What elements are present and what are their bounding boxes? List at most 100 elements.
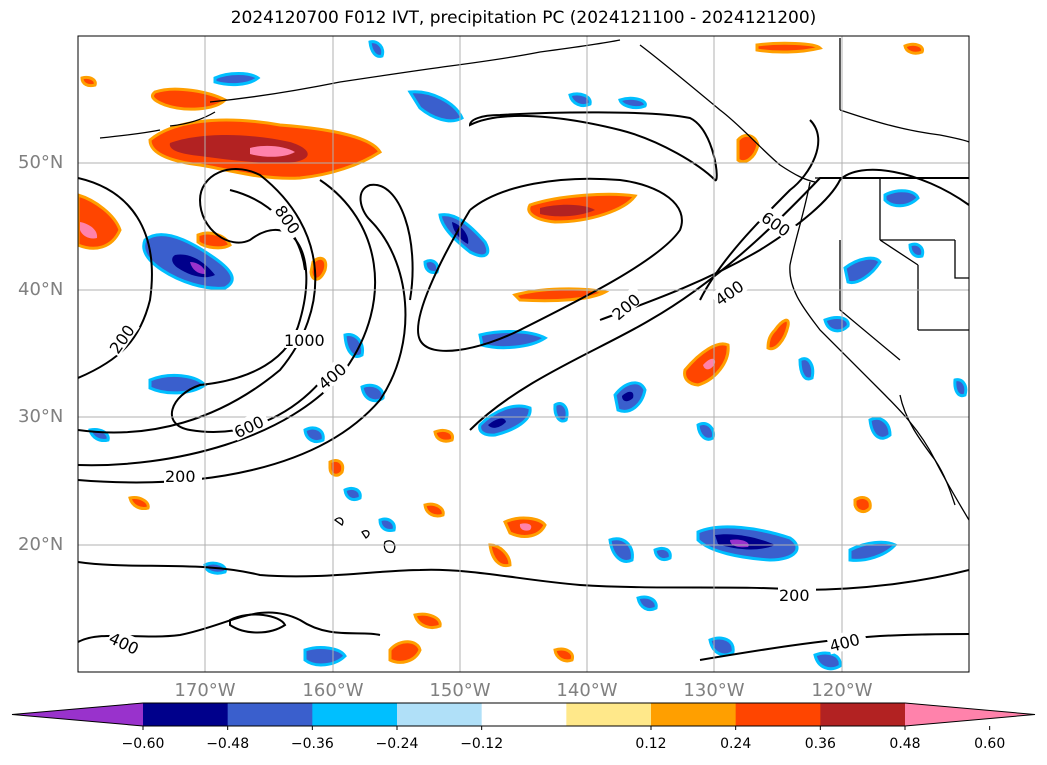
- hawaii-islands: [333, 517, 396, 554]
- precip-blob: [696, 422, 716, 441]
- precip-blob: [798, 357, 815, 381]
- precip-blob: [636, 595, 658, 612]
- alaska-coast: [209, 39, 621, 103]
- precip-blob: [553, 402, 569, 423]
- precip-blob: [755, 41, 823, 54]
- precip-blob: [360, 383, 385, 403]
- ivt-contour: [78, 168, 331, 434]
- precip-blob: [423, 502, 445, 518]
- precip-blob: [766, 318, 790, 351]
- precip-blob: [196, 231, 232, 250]
- precip-blob: [843, 256, 882, 285]
- canada-interior: [839, 38, 969, 143]
- lon-label-140w: 140°W: [556, 680, 618, 701]
- colorbar-segment: [143, 703, 229, 726]
- colorbar-extend-min: [12, 703, 143, 726]
- figure-title: 2024120700 F012 IVT, precipitation PC (2…: [230, 8, 817, 28]
- precip-blob: [853, 496, 872, 514]
- precip-blob: [433, 428, 455, 443]
- precip-blob: [622, 391, 634, 402]
- precip-blob: [823, 316, 850, 333]
- state-borders: [839, 178, 969, 361]
- ivt-contour: [78, 183, 414, 484]
- colorbar: [11, 702, 1036, 730]
- contour-labels: 800 1000 400 600 200 200 200 400 600 200…: [104, 202, 868, 660]
- precip-blob: [148, 373, 208, 395]
- colorbar-segment: [735, 703, 821, 726]
- precip-blob: [343, 332, 365, 358]
- precip-blob: [568, 92, 592, 108]
- precip-blob: [413, 612, 442, 630]
- colorbar-tick-label: 0.24: [720, 736, 752, 752]
- coastlines: [99, 38, 969, 554]
- precip-blob: [653, 546, 672, 562]
- colorbar-tick-label: 0.60: [974, 736, 1006, 752]
- colorbar-segment: [312, 703, 398, 726]
- map-frame: [77, 35, 970, 673]
- precip-blob: [540, 204, 595, 217]
- contour-label: 200: [165, 467, 196, 486]
- precip-blob: [303, 646, 347, 667]
- ivt-contour: [78, 177, 153, 379]
- aleutian-islands: [99, 111, 216, 139]
- lon-label-120w: 120°W: [811, 680, 873, 701]
- ivt-contour: [78, 561, 969, 592]
- precip-blob: [813, 651, 842, 671]
- ivt-contour: [699, 119, 820, 301]
- precip-blob: [703, 358, 716, 370]
- precip-blob: [868, 416, 892, 440]
- colorbar-segment: [481, 703, 567, 726]
- colorbar-tick-label: −0.60: [121, 736, 165, 752]
- precip-blob: [151, 87, 228, 111]
- lat-label-20n: 20°N: [18, 534, 64, 555]
- colorbar-segment: [651, 703, 737, 726]
- colorbar-segment: [820, 703, 906, 726]
- precip-blob: [519, 523, 532, 531]
- precip-blob: [80, 222, 98, 239]
- lon-label-170w: 170°W: [174, 680, 236, 701]
- colorbar-tick-label: 0.36: [804, 736, 836, 752]
- precip-blob: [250, 145, 295, 157]
- precip-blob: [478, 330, 548, 350]
- precip-blob: [80, 76, 97, 88]
- precip-blob: [128, 496, 150, 510]
- precip-blob: [303, 426, 325, 444]
- precip-blob: [608, 537, 634, 563]
- lat-label-30n: 30°N: [18, 406, 64, 427]
- precip-blob: [343, 486, 362, 502]
- precip-blob: [423, 259, 440, 274]
- ivt-contour: [599, 168, 969, 321]
- lon-label-160w: 160°W: [302, 680, 364, 701]
- colorbar-extend-max: [905, 703, 1035, 726]
- colorbar-tick-label: −0.36: [290, 736, 334, 752]
- ivt-contour: [699, 633, 969, 661]
- lon-label-130w: 130°W: [683, 680, 745, 701]
- precip-blob: [903, 42, 924, 55]
- graticule: [78, 36, 969, 672]
- colorbar-tick-label: −0.12: [460, 736, 504, 752]
- canada-coast: [639, 44, 816, 183]
- precip-blob: [368, 40, 385, 58]
- precip-blob: [388, 640, 422, 664]
- precip-blob: [378, 517, 396, 532]
- colorbar-tick-label: −0.48: [206, 736, 250, 752]
- lon-label-150w: 150°W: [429, 680, 491, 701]
- ivt-contour: [469, 177, 969, 431]
- lat-label-50n: 50°N: [18, 152, 64, 173]
- precip-blob: [618, 96, 647, 110]
- precip-blob: [953, 378, 968, 398]
- colorbar-tick-label: 0.12: [635, 736, 667, 752]
- precip-blob: [190, 262, 206, 274]
- ivt-contour: [468, 111, 718, 182]
- precip-blob: [908, 242, 925, 258]
- precip-blob: [213, 72, 261, 87]
- precip-blob: [883, 189, 920, 208]
- colorbar-segment: [397, 703, 483, 726]
- precip-blob: [488, 418, 506, 428]
- precip-field: [78, 40, 968, 671]
- ivt-contour: [229, 613, 287, 634]
- contour-label: 1000: [284, 331, 325, 350]
- precip-blob: [708, 636, 735, 657]
- baja-peninsula: [899, 394, 956, 506]
